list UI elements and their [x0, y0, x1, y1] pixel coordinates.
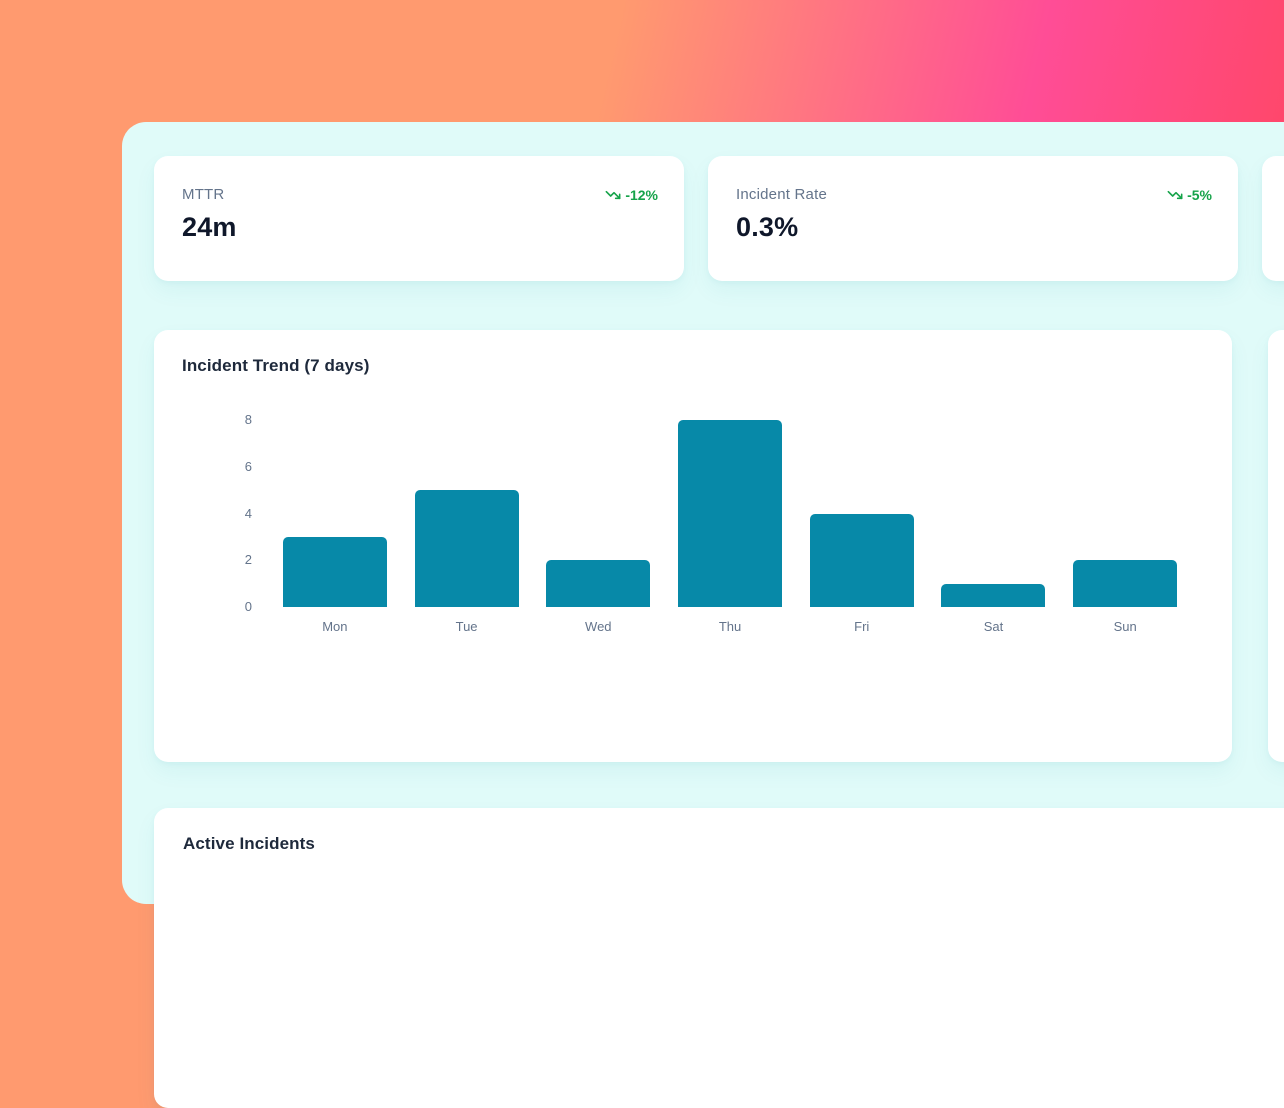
- bar-sun[interactable]: [1073, 560, 1178, 607]
- incidents-row: Active Incidents: [154, 808, 1284, 1108]
- y-axis-tick: 8: [244, 412, 252, 427]
- trending-down-icon: [1167, 187, 1183, 203]
- active-incidents-title: Active Incidents: [183, 834, 315, 853]
- bar-mon[interactable]: [282, 536, 387, 607]
- kpi-delta: -12%: [625, 187, 658, 203]
- bar-slot: [401, 420, 533, 607]
- x-axis-label: Sun: [1113, 619, 1137, 634]
- side-card-clipped: [1268, 330, 1284, 762]
- x-axis-label: Wed: [585, 619, 612, 634]
- bar-slot: [1059, 420, 1191, 607]
- bar-sat[interactable]: [941, 583, 1046, 607]
- bar-slot: [796, 420, 928, 607]
- x-axis-label: Mon: [322, 619, 348, 634]
- y-axis-tick: 2: [244, 552, 252, 568]
- kpi-card-incident-rate: Incident Rate 0.3% -5%: [708, 156, 1238, 281]
- x-axis-label: Thu: [718, 619, 742, 634]
- bar-slot: [532, 420, 664, 607]
- x-axis-label: Fri: [854, 619, 870, 634]
- kpi-card-clipped: [1262, 156, 1284, 281]
- chart-row: Incident Trend (7 days) 0 2 4 6 8 Mon Tue Wed T…: [154, 330, 1284, 762]
- desktop-background: { "theme": { "bg_gradient": ["#ff9a6f", …: [0, 0, 1284, 904]
- bar-plot: [269, 420, 1191, 607]
- bar-thu[interactable]: [677, 420, 783, 607]
- chart-title: Incident Trend (7 days): [182, 356, 370, 375]
- y-axis-ticks: 0 2 4 6 8: [154, 412, 252, 614]
- x-axis-labels: Mon Tue Wed Thu Fri Sat Sun: [269, 619, 1191, 634]
- trending-down-icon: [605, 187, 621, 203]
- kpi-delta: -5%: [1187, 187, 1212, 203]
- kpi-value: 0.3%: [736, 212, 799, 242]
- x-axis-label: Tue: [455, 619, 478, 634]
- kpi-value: 24m: [182, 212, 237, 242]
- bar-slot: [269, 420, 401, 607]
- bar-slot: [664, 420, 796, 607]
- kpi-row: MTTR 24m -12% Incident Rate 0.3%: [154, 156, 1284, 281]
- kpi-label: MTTR: [182, 186, 225, 203]
- kpi-trend-badge: -12%: [605, 187, 658, 203]
- y-axis-tick: 6: [244, 458, 252, 474]
- y-axis-tick: 0: [244, 599, 252, 614]
- kpi-trend-badge: -5%: [1167, 187, 1212, 203]
- bar-slot: [928, 420, 1060, 607]
- bar-tue[interactable]: [414, 490, 519, 607]
- dashboard-panel: MTTR 24m -12% Incident Rate 0.3%: [122, 122, 1284, 1108]
- kpi-label: Incident Rate: [736, 186, 827, 203]
- incident-trend-card: Incident Trend (7 days) 0 2 4 6 8 Mon Tue Wed T…: [154, 330, 1232, 762]
- bar-fri[interactable]: [809, 513, 914, 607]
- active-incidents-card: Active Incidents: [154, 808, 1284, 1108]
- bar-wed[interactable]: [546, 560, 651, 607]
- kpi-card-mttr: MTTR 24m -12%: [154, 156, 684, 281]
- x-axis-label: Sat: [983, 619, 1004, 634]
- y-axis-tick: 4: [244, 505, 252, 521]
